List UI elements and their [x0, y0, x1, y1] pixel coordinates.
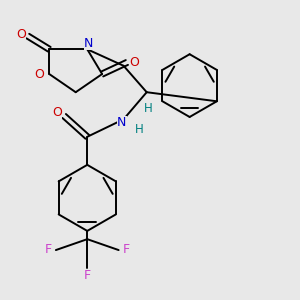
Text: H: H [135, 123, 144, 136]
Text: O: O [52, 106, 62, 119]
Text: O: O [129, 56, 139, 69]
Text: O: O [34, 68, 44, 80]
Text: F: F [84, 269, 91, 282]
Text: O: O [16, 28, 26, 41]
Text: N: N [117, 116, 127, 129]
Text: F: F [122, 243, 130, 256]
Text: N: N [84, 37, 93, 50]
Text: H: H [144, 102, 153, 115]
Text: F: F [45, 243, 52, 256]
